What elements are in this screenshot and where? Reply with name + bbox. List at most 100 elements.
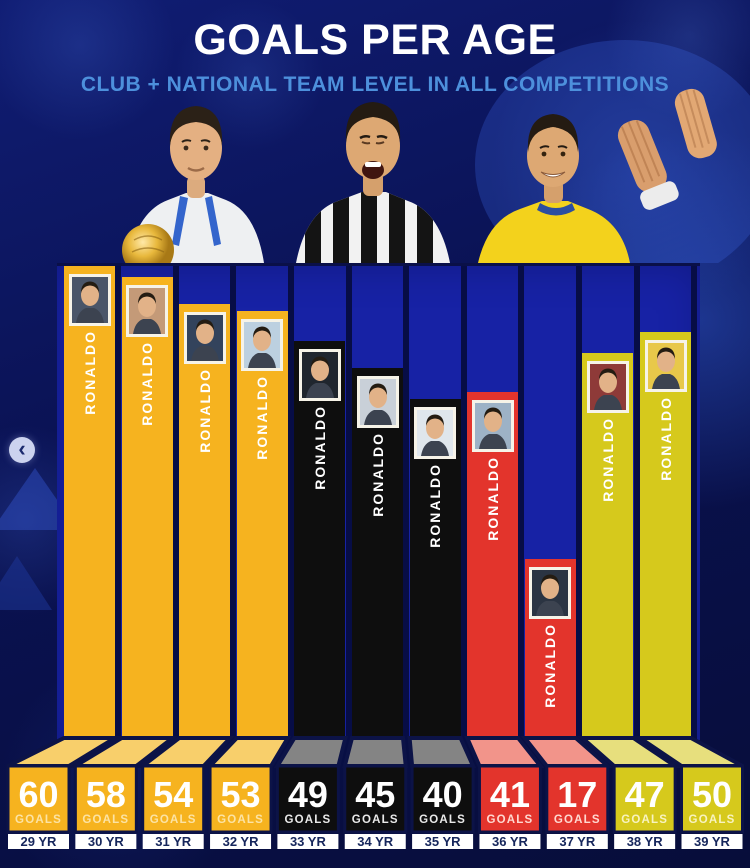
goals-unit-label: GOALS: [150, 814, 197, 826]
bar-age-38yr: RONALDO: [582, 353, 634, 738]
goals-value-label: 58: [86, 774, 126, 815]
bar-photo: [126, 285, 169, 337]
bar-photo: [183, 312, 226, 364]
age-label: 29 YR: [21, 834, 58, 849]
goals-value-label: 53: [221, 774, 261, 815]
pedestal-front: [6, 764, 71, 834]
goals-value-label: 40: [423, 774, 463, 815]
goals-unit-label: GOALS: [419, 814, 466, 826]
bar-photo: [241, 319, 284, 371]
age-band: [210, 834, 272, 849]
mini-portrait-icon: [186, 315, 223, 361]
age-label: 39 YR: [694, 834, 731, 849]
mini-portrait-icon: [589, 364, 626, 410]
age-label: 38 YR: [627, 834, 664, 849]
mini-portrait-icon: [474, 403, 511, 449]
bar-age-35yr: RONALDO: [409, 399, 461, 738]
bar-photo: [356, 376, 399, 428]
goals-value-label: 17: [557, 774, 597, 815]
header: GOALS PER AGE CLUB + NATIONAL TEAM LEVEL…: [0, 0, 750, 97]
goals-unit-label: GOALS: [15, 814, 62, 826]
goals-unit-label: GOALS: [487, 814, 534, 826]
goals-value-label: 49: [288, 774, 328, 815]
age-band: [277, 834, 339, 849]
goals-unit-label: GOALS: [217, 814, 264, 826]
goals-unit-label: GOALS: [621, 814, 668, 826]
age-label: 32 YR: [223, 834, 260, 849]
pedestal-front: [545, 764, 610, 834]
hero-photo-juventus: [296, 102, 450, 263]
pedestal-front: [343, 764, 408, 834]
goals-unit-label: GOALS: [689, 814, 736, 826]
bar-age-36yr: RONALDO: [467, 392, 519, 738]
mini-portrait-icon: [359, 379, 396, 425]
age-label: 33 YR: [290, 834, 327, 849]
bar-age-39yr: RONALDO: [640, 332, 691, 738]
goals-value-label: 45: [355, 774, 395, 815]
page-title: GOALS PER AGE: [193, 16, 557, 64]
panel-column-stripe: [345, 266, 352, 740]
clapping-hands: [617, 88, 717, 210]
pedestal-front: [680, 764, 744, 834]
pedestal-front: [410, 764, 475, 834]
bar-age-30yr: RONALDO: [121, 277, 173, 738]
goals-unit-label: GOALS: [284, 814, 331, 826]
mini-portrait-icon: [129, 288, 166, 334]
pedestal-top-face: [342, 736, 408, 768]
age-band: [546, 834, 608, 849]
golden-ball-trophy: [122, 224, 174, 263]
goals-value-label: 54: [153, 774, 193, 815]
goals-value-label: 50: [692, 774, 732, 815]
pedestal-front: [612, 764, 677, 834]
pedestal-front: [208, 764, 273, 834]
age-label: 37 YR: [559, 834, 596, 849]
goals-unit-label: GOALS: [554, 814, 601, 826]
age-band: [75, 834, 137, 849]
panel-column-stripe: [230, 266, 237, 740]
pedestal-front: [73, 764, 138, 834]
bar-photo: [298, 349, 341, 401]
pedestal-front: [141, 764, 206, 834]
goals-unit-label: GOALS: [82, 814, 129, 826]
age-band: [614, 834, 676, 849]
bar-age-33yr: RONALDO: [294, 341, 346, 738]
age-band: [479, 834, 541, 849]
age-band: [681, 834, 743, 849]
panel-column-stripe: [691, 266, 698, 740]
carousel-prev-button[interactable]: ‹: [9, 437, 35, 463]
goals-value-label: 47: [625, 774, 665, 815]
hero-photo-al-nassr: [478, 88, 717, 263]
age-band: [344, 834, 406, 849]
panel-column-stripe: [403, 266, 410, 740]
mini-portrait-icon: [301, 352, 338, 398]
bar-photo: [644, 340, 687, 392]
age-label: 34 YR: [357, 834, 394, 849]
panel-column-stripe: [287, 266, 294, 740]
hero-photos: [122, 40, 750, 263]
bar-age-29yr: RONALDO: [64, 266, 115, 738]
bar-photo: [68, 274, 111, 326]
bar-age-34yr: RONALDO: [352, 368, 403, 738]
bar-age-32yr: RONALDO: [236, 311, 288, 738]
panel-column-stripe: [575, 266, 582, 740]
bar-photo: [529, 567, 572, 619]
age-band: [412, 834, 474, 849]
panel-column-stripe: [115, 266, 122, 740]
age-label: 35 YR: [425, 834, 462, 849]
pedestal-front: [477, 764, 542, 834]
pedestal-top-face: [407, 736, 477, 768]
goals-value-label: 41: [490, 774, 530, 815]
bar-age-37yr: RONALDO: [524, 559, 576, 738]
mini-portrait-icon: [647, 343, 684, 389]
